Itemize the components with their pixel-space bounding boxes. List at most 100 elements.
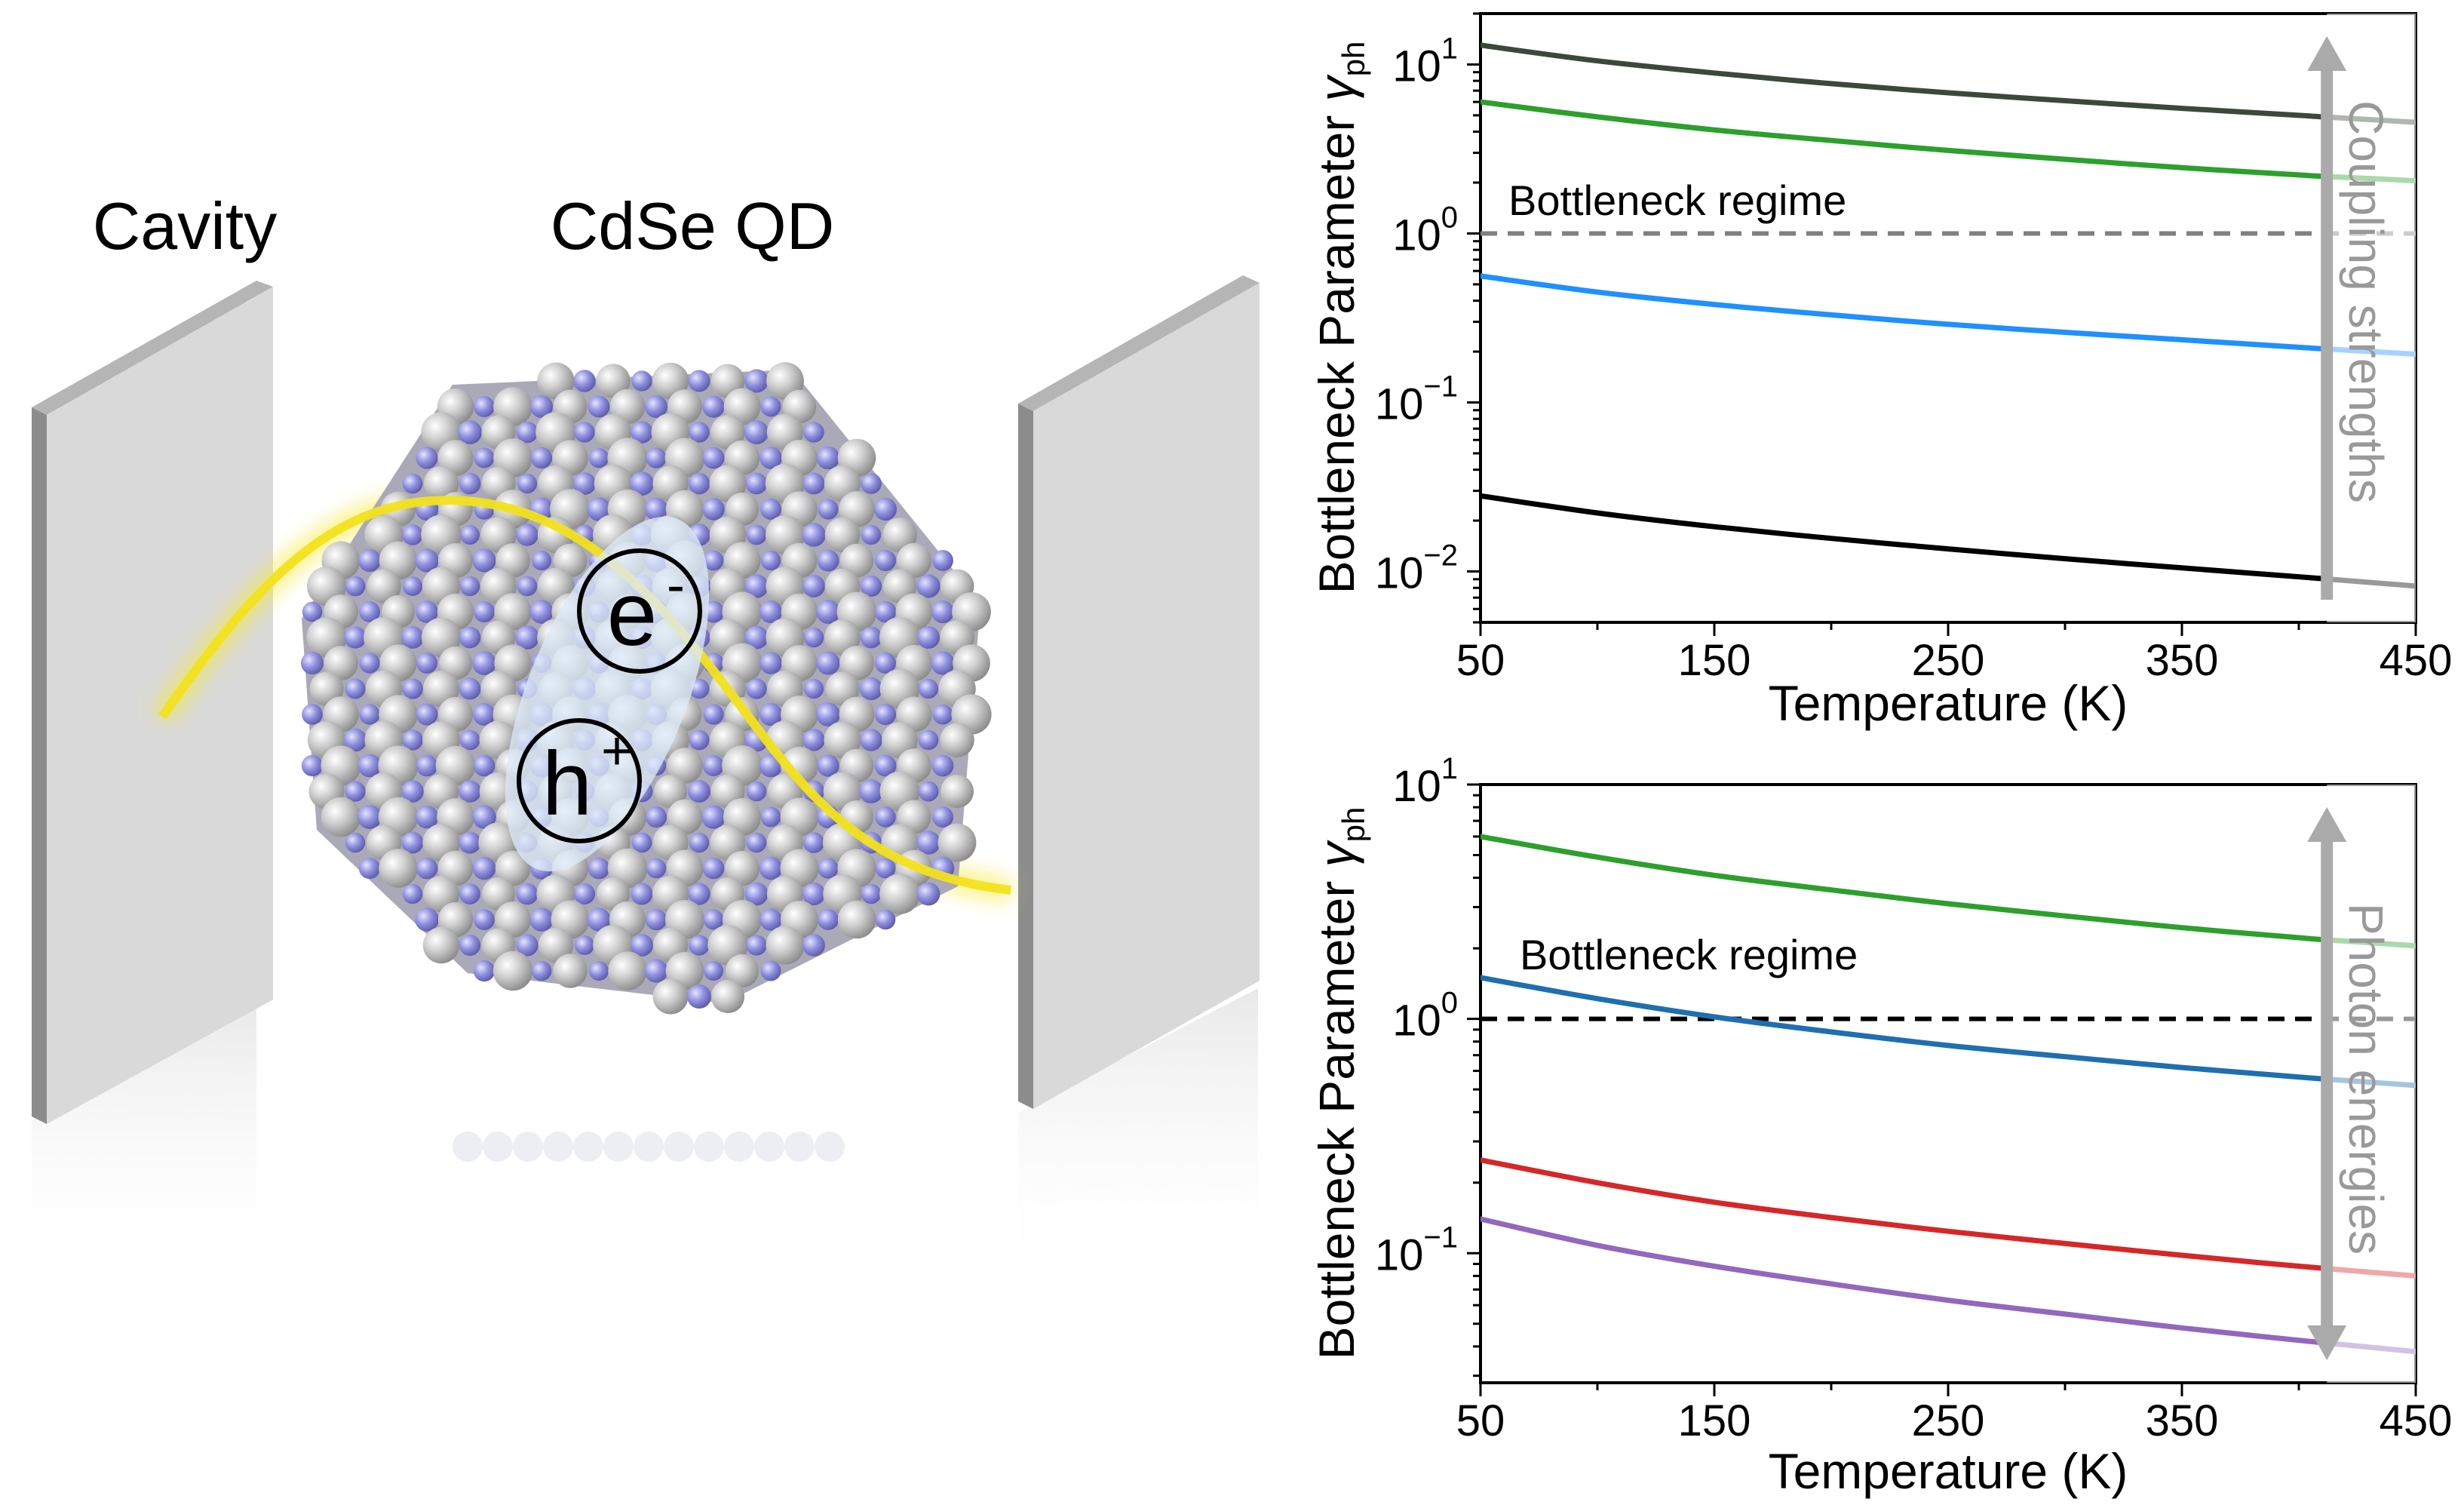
se-atom [588, 395, 610, 418]
se-atom [630, 471, 654, 496]
trend-arrow-head-up [2307, 36, 2347, 71]
se-atom [860, 575, 882, 597]
trend-arrow-head-up [2307, 807, 2347, 842]
se-atom [860, 729, 882, 751]
cd-atom [309, 671, 344, 706]
cd-atom [494, 593, 532, 631]
se-atom [744, 574, 769, 598]
se-atom [687, 984, 711, 1009]
cd-atom [438, 646, 473, 680]
y-tick-label: 10−2 [1375, 539, 1458, 598]
se-atom [875, 806, 896, 828]
y-tick-label: 100 [1392, 201, 1458, 260]
se-atom [918, 678, 939, 699]
se-atom [759, 856, 783, 880]
se-atom [746, 781, 767, 802]
cd-atom [321, 797, 361, 837]
cd-atom [724, 850, 760, 886]
se-atom [302, 704, 323, 725]
se-atom [458, 420, 482, 444]
photon-energy-chart: 50 150 250 350 450 101 100 10−1 Bottleneck regi… [1309, 752, 2452, 1499]
x-tick-label: 450 [2380, 636, 2453, 685]
se-atom [802, 523, 826, 547]
se-atom [760, 806, 781, 828]
se-atom [646, 858, 667, 879]
se-atom [744, 625, 769, 650]
x-tick-label: 50 [1456, 636, 1505, 685]
x-tick-label: 50 [1456, 1396, 1505, 1445]
se-atom [875, 653, 896, 674]
se-atom [802, 729, 825, 751]
se-atom [932, 806, 953, 828]
se-atom [688, 883, 710, 905]
cd-atom [710, 415, 745, 450]
se-atom [416, 703, 438, 726]
cd-atom [652, 362, 689, 400]
cd-atom [823, 772, 862, 811]
se-atom [760, 550, 781, 571]
se-atom [816, 702, 840, 726]
y-axis-title: Bottleneck Parameter γph [1309, 41, 1371, 594]
hole-charge: + [601, 721, 633, 782]
se-atom [472, 548, 496, 573]
data-line-series-3 [1481, 1157, 2416, 1279]
se-atom [760, 499, 781, 520]
se-atom [803, 678, 824, 699]
se-atom [459, 883, 480, 904]
y-axis-title: Bottleneck Parameter γph [1309, 807, 1371, 1360]
se-atom [759, 600, 782, 623]
se-atom [931, 651, 955, 675]
se-atom [759, 652, 782, 674]
axis-layer: 50 150 250 350 450 101 100 10−1 10−2 [1375, 12, 2453, 685]
se-atom [588, 857, 610, 880]
se-atom [459, 780, 481, 803]
se-atom [459, 472, 481, 495]
se-atom [345, 576, 366, 597]
y-tick-label: 101 [1392, 752, 1458, 811]
se-atom [415, 805, 439, 829]
cd-atom [553, 954, 588, 988]
x-tick-label: 250 [1912, 1396, 1985, 1445]
se-atom [861, 883, 882, 904]
se-atom [931, 600, 955, 624]
y-axis-title-symbol: γ [1309, 73, 1364, 101]
se-atom [703, 909, 724, 930]
se-atom [575, 935, 594, 955]
se-atom [689, 832, 710, 853]
cd-atom [940, 775, 974, 808]
cd-atom [423, 465, 459, 502]
se-atom [359, 601, 380, 622]
se-atom [816, 446, 840, 470]
cd-atom [480, 517, 517, 553]
se-atom [403, 576, 422, 596]
cd-atom [882, 722, 918, 758]
x-axis-title: Temperature (K) [1769, 675, 2128, 731]
cd-atom [882, 517, 917, 552]
se-atom [474, 909, 495, 930]
hole-circle [517, 718, 642, 843]
se-atom [589, 961, 609, 981]
se-atom [702, 395, 725, 418]
se-atom [474, 396, 495, 417]
se-atom [473, 754, 496, 777]
se-atom [402, 678, 423, 699]
se-atom [517, 576, 538, 597]
se-atom [746, 678, 767, 699]
se-atom [529, 908, 554, 932]
cd-atom [495, 850, 531, 886]
se-atom [875, 909, 896, 930]
se-atom [859, 677, 883, 701]
se-atom [301, 754, 324, 777]
se-atom [415, 908, 439, 932]
se-atom [703, 755, 724, 776]
se-atom [803, 627, 824, 648]
se-atom [803, 422, 824, 443]
cd-atom [839, 646, 874, 680]
cd-atom [766, 926, 805, 965]
y-axis-title-main: Bottleneck Parameter [1309, 101, 1364, 594]
series-layer [1481, 14, 2416, 622]
y-tick-label: 100 [1392, 987, 1458, 1046]
se-atom [459, 576, 480, 597]
se-atom [460, 525, 480, 545]
